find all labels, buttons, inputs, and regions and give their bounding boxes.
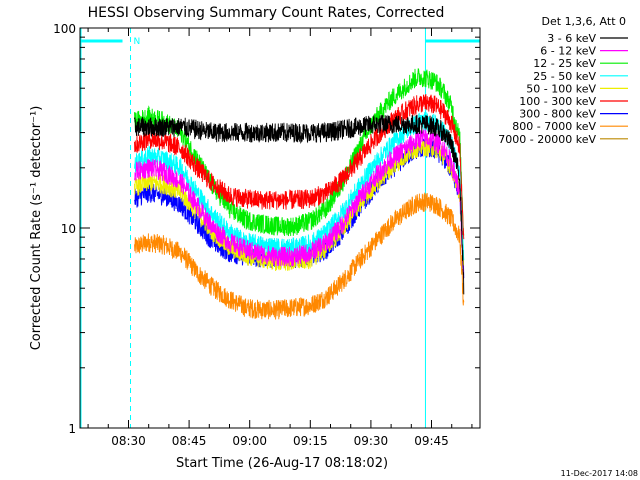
x-axis-label: Start Time (26-Aug-17 08:18:02) — [176, 456, 388, 471]
x-axis: 08:30 08:45 09:00 09:15 09:30 09:45 — [87, 28, 473, 448]
y-tick-label: 10 — [61, 222, 76, 236]
y-tick-label: 1 — [68, 422, 76, 436]
series-lines — [134, 68, 465, 320]
chart-title: HESSI Observing Summary Count Rates, Cor… — [88, 5, 445, 21]
y-axis: 1 10 100 — [53, 22, 480, 436]
y-axis-label: Corrected Count Rate (s⁻¹ detector⁻¹) — [29, 106, 44, 351]
x-tick-label: 09:45 — [414, 434, 449, 448]
night-label: N — [134, 37, 141, 47]
footer-date: 11-Dec-2017 14:08 — [561, 469, 638, 478]
legend-label: 25 - 50 keV — [533, 70, 596, 83]
legend-label: 6 - 12 keV — [540, 45, 596, 58]
x-tick-label: 09:30 — [354, 434, 389, 448]
legend-label: 12 - 25 keV — [533, 57, 596, 70]
x-tick-label: 09:15 — [293, 434, 328, 448]
series-line-1 — [134, 129, 465, 280]
x-tick-label: 09:00 — [232, 434, 267, 448]
plot-area: N — [79, 27, 481, 429]
legend-label: 300 - 800 keV — [519, 108, 596, 121]
series-line-5 — [134, 94, 465, 240]
x-tick-label: 08:30 — [111, 434, 146, 448]
legend-label: 50 - 100 keV — [526, 82, 596, 95]
x-tick-label: 08:45 — [172, 434, 207, 448]
y-tick-label: 100 — [53, 22, 76, 36]
legend-label: 100 - 300 keV — [519, 95, 596, 108]
legend-label: 3 - 6 keV — [547, 32, 596, 45]
series-line-3 — [134, 111, 465, 261]
series-line-0 — [134, 114, 465, 295]
series-line-7 — [134, 192, 465, 320]
series-line-2 — [134, 68, 465, 237]
legend-header: Det 1,3,6, Att 0 — [542, 15, 626, 28]
legend-label: 7000 - 20000 keV — [498, 133, 596, 146]
legend-label: 800 - 7000 keV — [512, 120, 596, 133]
